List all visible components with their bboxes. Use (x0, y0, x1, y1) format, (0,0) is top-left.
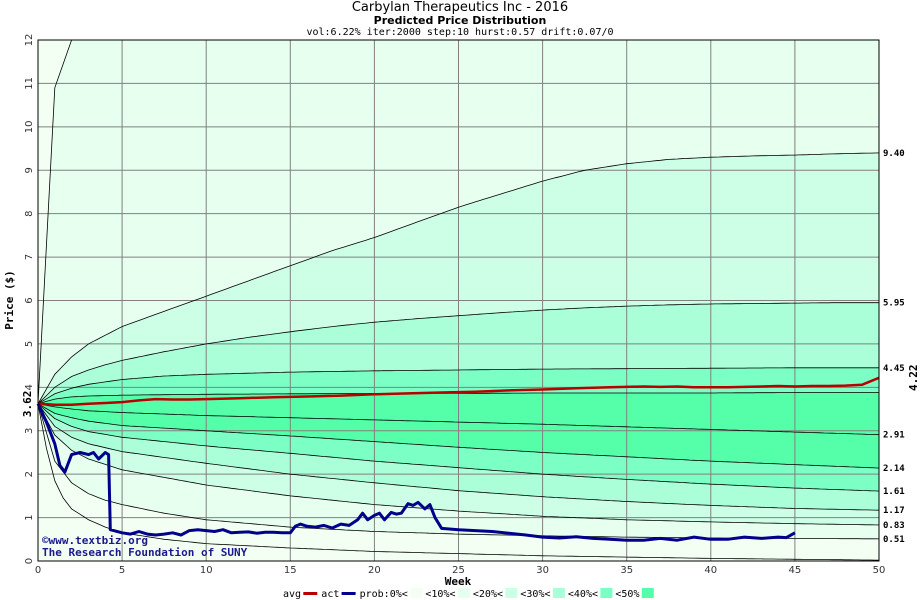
x-tick-label: 5 (119, 565, 125, 576)
percentile-value-label: 1.61 (883, 487, 905, 497)
right-percentile-labels: 9.40 5.95 4.45 2.91 2.14 1.61 1.17 0.83 0.51 (883, 149, 905, 545)
legend-line-swatch (303, 592, 318, 595)
x-tick-label: 20 (368, 565, 381, 576)
legend-line-swatch (341, 592, 356, 595)
x-tick-label: 50 (873, 565, 886, 576)
percentile-curve (37, 367, 879, 405)
y-tick-label: 5 (24, 341, 35, 347)
percentile-curve (37, 152, 880, 404)
legend-color-swatch (410, 588, 423, 598)
legend-label: act (321, 589, 339, 600)
y-tick-label: 7 (24, 254, 35, 260)
percentile-curve (37, 403, 879, 561)
legend-color-swatch (505, 588, 518, 598)
y-tick-label: 8 (24, 210, 35, 216)
percentile-curve (37, 403, 880, 511)
percentile-curve (37, 302, 879, 405)
y-axis-label: Price ($) (3, 270, 16, 330)
probability-band (38, 403, 879, 539)
watermark-url: ©www.textbiz.org (42, 534, 148, 547)
y-tick-label: 6 (24, 297, 35, 303)
legend-label: <10%< (425, 589, 455, 600)
plot-frame (37, 39, 880, 562)
percentile-curve (37, 403, 880, 492)
data-series (36, 376, 880, 542)
chart-title: Carbylan Therapeutics Inc - 2016 (351, 0, 569, 15)
start-price-label: 3.62 (21, 391, 34, 418)
y-tick-label: 1 (24, 514, 35, 520)
legend-label: <20%< (473, 589, 503, 600)
percentile-value-label: 9.40 (883, 149, 905, 159)
y-tick-label: 3 (24, 428, 35, 434)
legend-color-swatch (641, 588, 654, 598)
legend-color-swatch (457, 588, 470, 598)
x-tick-label: 40 (704, 565, 717, 576)
legend-label: avg (283, 589, 301, 600)
legend-label: <30%< (520, 589, 550, 600)
percentile-value-label: 5.95 (883, 299, 905, 309)
percentile-curve (37, 403, 880, 436)
x-tick-label: 0 (35, 565, 41, 576)
y-tick-label: 11 (24, 77, 35, 90)
percentile-value-label: 4.45 (883, 364, 905, 374)
probability-band (38, 40, 879, 404)
x-tick-label: 10 (200, 565, 213, 576)
chart-parameters: vol:6.22% iter:2000 step:10 hurst:0.57 d… (306, 27, 614, 38)
x-tick-label: 45 (789, 565, 802, 576)
legend-color-swatch (552, 588, 565, 598)
last-avg-label: 4.22 (907, 365, 920, 392)
probability-band (38, 403, 879, 511)
x-tick-label: 25 (452, 565, 465, 576)
percentile-value-label: 0.51 (883, 535, 905, 545)
percentile-curve (37, 392, 879, 405)
actual-line (36, 403, 796, 542)
x-tick-label: 15 (284, 565, 297, 576)
legend-label: <50% (615, 589, 639, 600)
chart-subtitle: Predicted Price Distribution (373, 14, 547, 27)
percentile-curve (37, 403, 880, 526)
y-tick-label: 0 (24, 558, 35, 564)
x-axis-ticks: 0 5 10 15 20 25 30 35 40 45 50 (35, 565, 886, 576)
y-tick-label: 2 (24, 471, 35, 477)
legend-label: prob:0%< (360, 589, 408, 600)
legend: avg act prob:0%< <10%< <20%< <30%< <40%< <50% (283, 588, 654, 600)
legend-label: <40%< (568, 589, 598, 600)
y-tick-label: 10 (24, 120, 35, 133)
x-tick-label: 35 (620, 565, 633, 576)
x-tick-label: 30 (536, 565, 549, 576)
percentile-curve (37, 403, 880, 469)
x-axis-label: Week (445, 575, 472, 588)
y-tick-label: 4 (24, 384, 35, 390)
y-tick-label: 9 (24, 167, 35, 173)
avg-line (37, 376, 880, 406)
percentile-value-label: 2.14 (883, 464, 905, 474)
percentile-value-label: 2.91 (883, 431, 905, 441)
y-tick-label: 12 (24, 34, 35, 47)
watermark-org: The Research Foundation of SUNY (42, 546, 248, 559)
legend-color-swatch (600, 588, 613, 598)
percentile-value-label: 1.17 (883, 506, 905, 516)
percentile-value-label: 0.83 (883, 521, 905, 531)
